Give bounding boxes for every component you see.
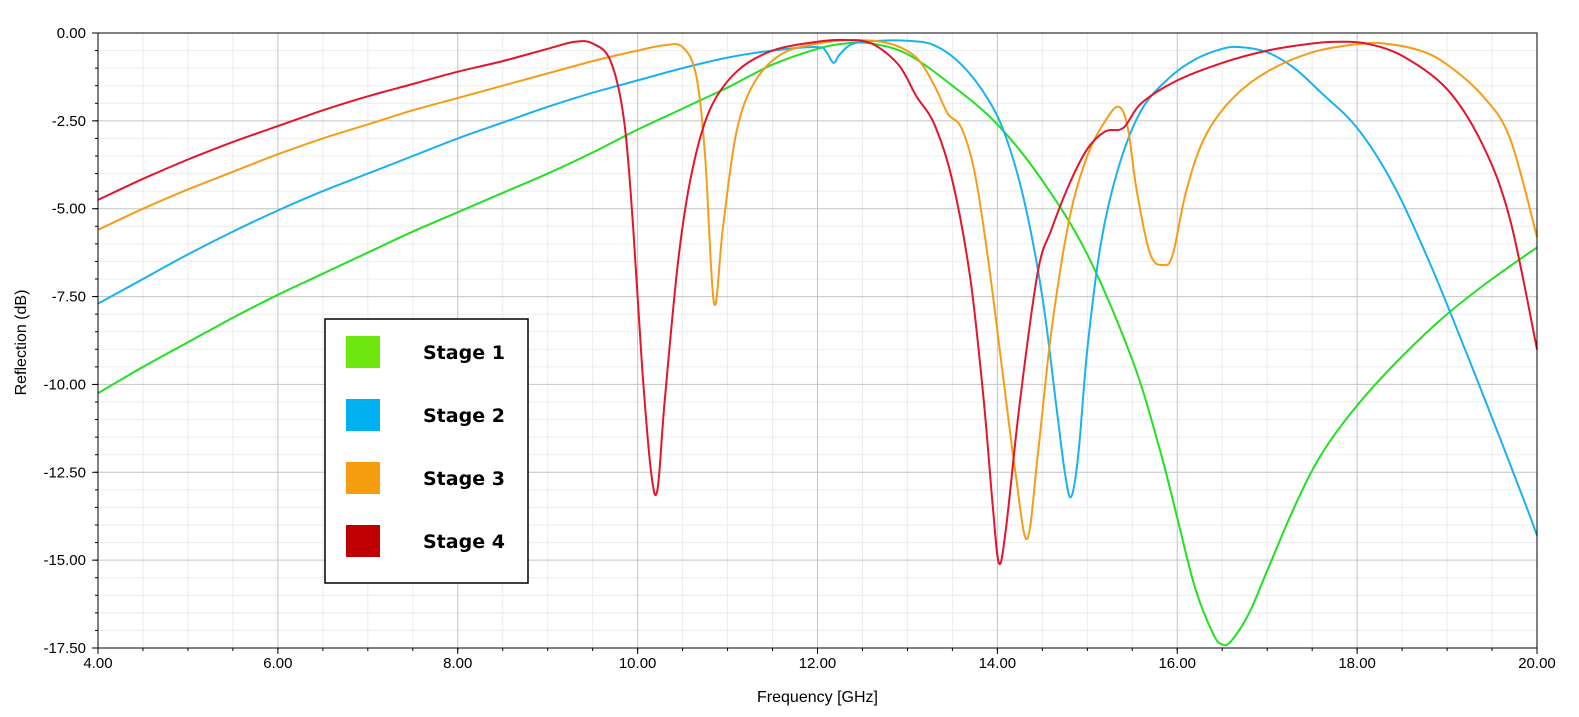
legend-label-stage-4: Stage 4 <box>423 531 505 553</box>
x-axis-title: Frequency [GHz] <box>757 689 878 706</box>
series-line-stage-4 <box>97 38 1538 565</box>
x-tick-label: 12.00 <box>799 655 837 672</box>
x-tick-label: 18.00 <box>1338 655 1376 672</box>
x-tick-labels: 4.00 6.00 8.00 10.00 12.00 14.00 16.00 18.00 20.… <box>83 655 1555 672</box>
legend-swatch-stage-4 <box>346 525 380 557</box>
y-tick-label: -5.00 <box>52 201 86 218</box>
y-tick-label: -17.50 <box>43 640 86 657</box>
series-lines <box>97 38 1538 647</box>
x-tick-label: 4.00 <box>83 655 112 672</box>
legend-swatch-stage-3 <box>346 462 380 494</box>
series-line-stage-1 <box>97 41 1538 647</box>
x-tick-label: 10.00 <box>619 655 657 672</box>
x-tick-label: 16.00 <box>1158 655 1196 672</box>
x-tick-label: 20.00 <box>1518 655 1556 672</box>
y-tick-label: -2.50 <box>52 113 86 130</box>
x-tick-label: 6.00 <box>263 655 292 672</box>
legend-items: Stage 1 Stage 2 Stage 3 Stage 4 <box>346 336 505 557</box>
x-tick-label: 14.00 <box>979 655 1017 672</box>
y-tick-label: -10.00 <box>43 376 86 393</box>
axis-ticks <box>92 32 1538 654</box>
series-line-stage-2 <box>97 39 1538 536</box>
y-tick-label: -7.50 <box>52 289 86 306</box>
legend-label-stage-2: Stage 2 <box>423 405 505 427</box>
series-line-stage-3 <box>97 39 1538 541</box>
y-tick-label: -15.00 <box>43 552 86 569</box>
x-tick-label: 8.00 <box>443 655 472 672</box>
legend-swatch-stage-1 <box>346 336 380 368</box>
legend-label-stage-3: Stage 3 <box>423 468 505 490</box>
y-tick-label: 0.00 <box>57 25 86 42</box>
y-axis-title: Reflection (dB) <box>13 290 30 396</box>
legend-swatch-stage-2 <box>346 399 380 431</box>
y-tick-labels: 0.00 -2.50 -5.00 -7.50 -10.00 -12.50 -15.00 -17… <box>43 25 86 657</box>
legend: Stage 1 Stage 2 Stage 3 Stage 4 <box>324 318 529 584</box>
legend-label-stage-1: Stage 1 <box>423 342 505 364</box>
y-tick-label: -12.50 <box>43 464 86 481</box>
